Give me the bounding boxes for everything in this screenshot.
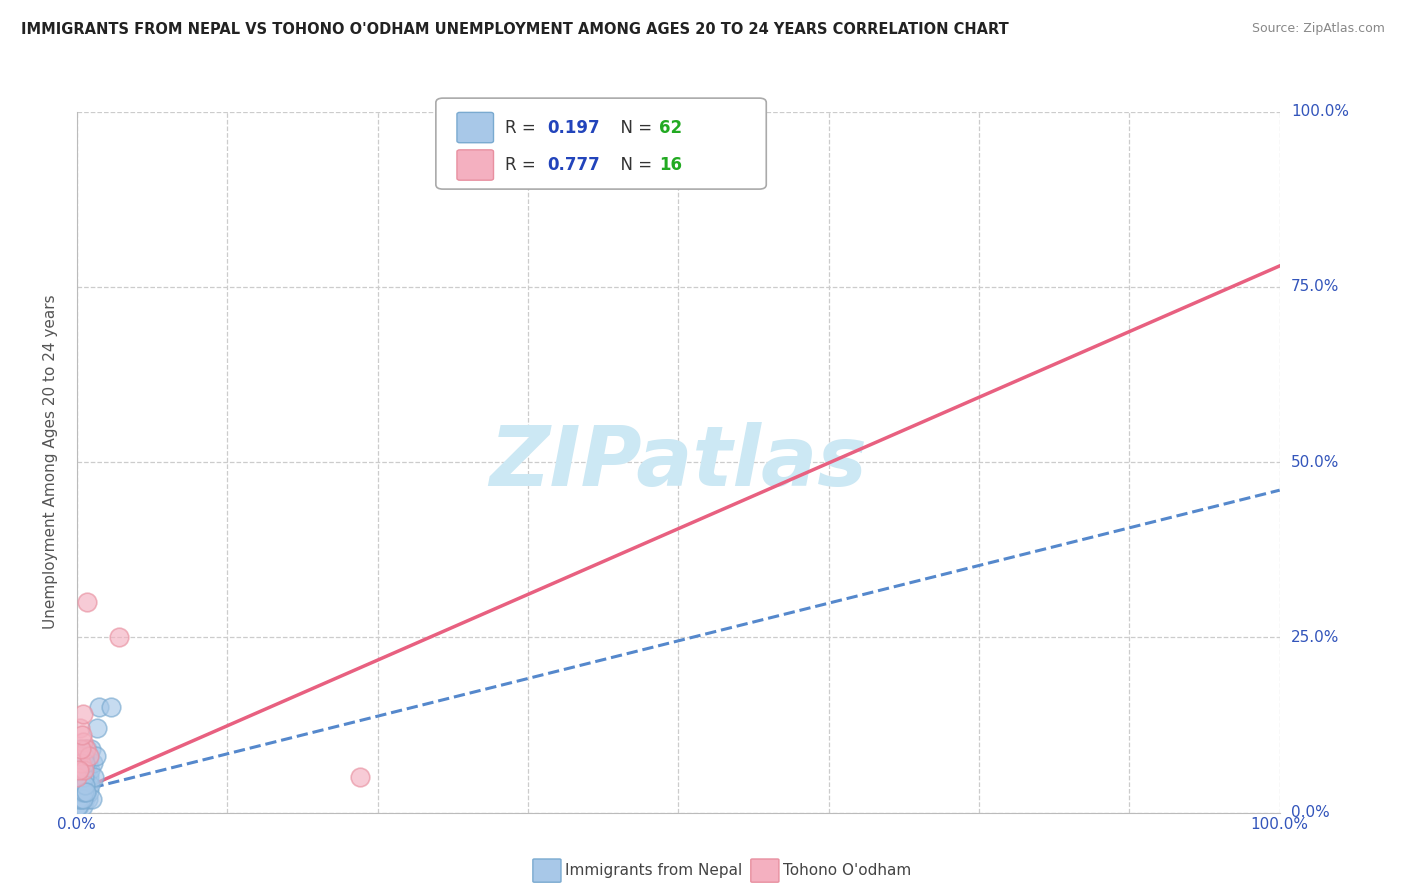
Point bbox=[69, 749, 91, 764]
Point bbox=[70, 756, 93, 771]
Point bbox=[727, 104, 749, 119]
Point bbox=[86, 722, 108, 736]
Text: 62: 62 bbox=[659, 119, 682, 136]
Point bbox=[79, 749, 101, 764]
Text: N =: N = bbox=[610, 119, 658, 136]
Point bbox=[66, 771, 89, 785]
Point bbox=[69, 764, 91, 778]
Point bbox=[72, 764, 94, 778]
Point bbox=[66, 798, 89, 813]
Point bbox=[72, 764, 94, 778]
Point bbox=[79, 764, 101, 778]
Text: Immigrants from Nepal: Immigrants from Nepal bbox=[565, 863, 742, 878]
Text: IMMIGRANTS FROM NEPAL VS TOHONO O'ODHAM UNEMPLOYMENT AMONG AGES 20 TO 24 YEARS C: IMMIGRANTS FROM NEPAL VS TOHONO O'ODHAM … bbox=[21, 22, 1010, 37]
Point bbox=[69, 791, 91, 805]
Point bbox=[69, 722, 91, 736]
Point bbox=[76, 777, 98, 791]
Point bbox=[70, 784, 93, 798]
Text: 0.777: 0.777 bbox=[547, 156, 600, 174]
Point bbox=[69, 742, 91, 756]
Point bbox=[67, 784, 90, 798]
Point bbox=[100, 700, 122, 714]
Point bbox=[72, 777, 94, 791]
Point bbox=[66, 777, 89, 791]
Text: 50.0%: 50.0% bbox=[1291, 455, 1339, 469]
Text: 0.0%: 0.0% bbox=[1291, 805, 1330, 820]
Text: 100.0%: 100.0% bbox=[1291, 104, 1348, 120]
Point bbox=[75, 771, 97, 785]
Point bbox=[79, 777, 101, 791]
Point bbox=[73, 777, 96, 791]
Point bbox=[72, 791, 94, 805]
Point bbox=[76, 742, 98, 756]
Point bbox=[75, 756, 97, 771]
Point bbox=[72, 749, 94, 764]
Text: N =: N = bbox=[610, 156, 658, 174]
Point bbox=[77, 749, 100, 764]
Point bbox=[67, 764, 90, 778]
Point bbox=[69, 777, 91, 791]
Text: 0.197: 0.197 bbox=[547, 119, 599, 136]
Point bbox=[349, 771, 371, 785]
Text: Source: ZipAtlas.com: Source: ZipAtlas.com bbox=[1251, 22, 1385, 36]
Point bbox=[83, 771, 105, 785]
Point bbox=[72, 735, 94, 749]
Point bbox=[80, 791, 103, 805]
Point bbox=[73, 742, 96, 756]
Text: 25.0%: 25.0% bbox=[1291, 630, 1339, 645]
Point bbox=[82, 756, 104, 771]
Point bbox=[75, 784, 97, 798]
Point bbox=[73, 756, 96, 771]
Point bbox=[69, 777, 91, 791]
Point bbox=[84, 749, 107, 764]
Point bbox=[69, 742, 91, 756]
Point bbox=[75, 749, 97, 764]
Text: Tohono O'odham: Tohono O'odham bbox=[783, 863, 911, 878]
Point bbox=[69, 764, 91, 778]
Point bbox=[70, 756, 93, 771]
Text: R =: R = bbox=[505, 156, 541, 174]
Point bbox=[67, 749, 90, 764]
Text: ZIPatlas: ZIPatlas bbox=[489, 422, 868, 502]
Point bbox=[76, 764, 98, 778]
Point bbox=[72, 798, 94, 813]
Point bbox=[70, 771, 93, 785]
Point bbox=[75, 742, 97, 756]
Point bbox=[70, 784, 93, 798]
Point bbox=[67, 791, 90, 805]
Point bbox=[72, 749, 94, 764]
Point bbox=[80, 742, 103, 756]
Point bbox=[70, 728, 93, 742]
Point bbox=[108, 630, 131, 644]
Point bbox=[77, 756, 100, 771]
Point bbox=[79, 784, 101, 798]
Text: R =: R = bbox=[505, 119, 541, 136]
Text: 75.0%: 75.0% bbox=[1291, 279, 1339, 294]
Point bbox=[75, 784, 97, 798]
Y-axis label: Unemployment Among Ages 20 to 24 years: Unemployment Among Ages 20 to 24 years bbox=[44, 295, 58, 630]
Point bbox=[67, 756, 90, 771]
Point bbox=[67, 749, 90, 764]
Text: 16: 16 bbox=[659, 156, 682, 174]
Point bbox=[77, 771, 100, 785]
Point bbox=[77, 791, 100, 805]
Point bbox=[73, 771, 96, 785]
Point bbox=[72, 777, 94, 791]
Point bbox=[70, 771, 93, 785]
Point bbox=[73, 764, 96, 778]
Point bbox=[73, 791, 96, 805]
Point bbox=[67, 798, 90, 813]
Point bbox=[70, 756, 93, 771]
Point bbox=[66, 771, 89, 785]
Point bbox=[73, 784, 96, 798]
Point bbox=[66, 791, 89, 805]
Point bbox=[73, 784, 96, 798]
Point bbox=[67, 784, 90, 798]
Point bbox=[69, 791, 91, 805]
Point bbox=[72, 707, 94, 722]
Point bbox=[76, 595, 98, 609]
Point bbox=[87, 700, 110, 714]
